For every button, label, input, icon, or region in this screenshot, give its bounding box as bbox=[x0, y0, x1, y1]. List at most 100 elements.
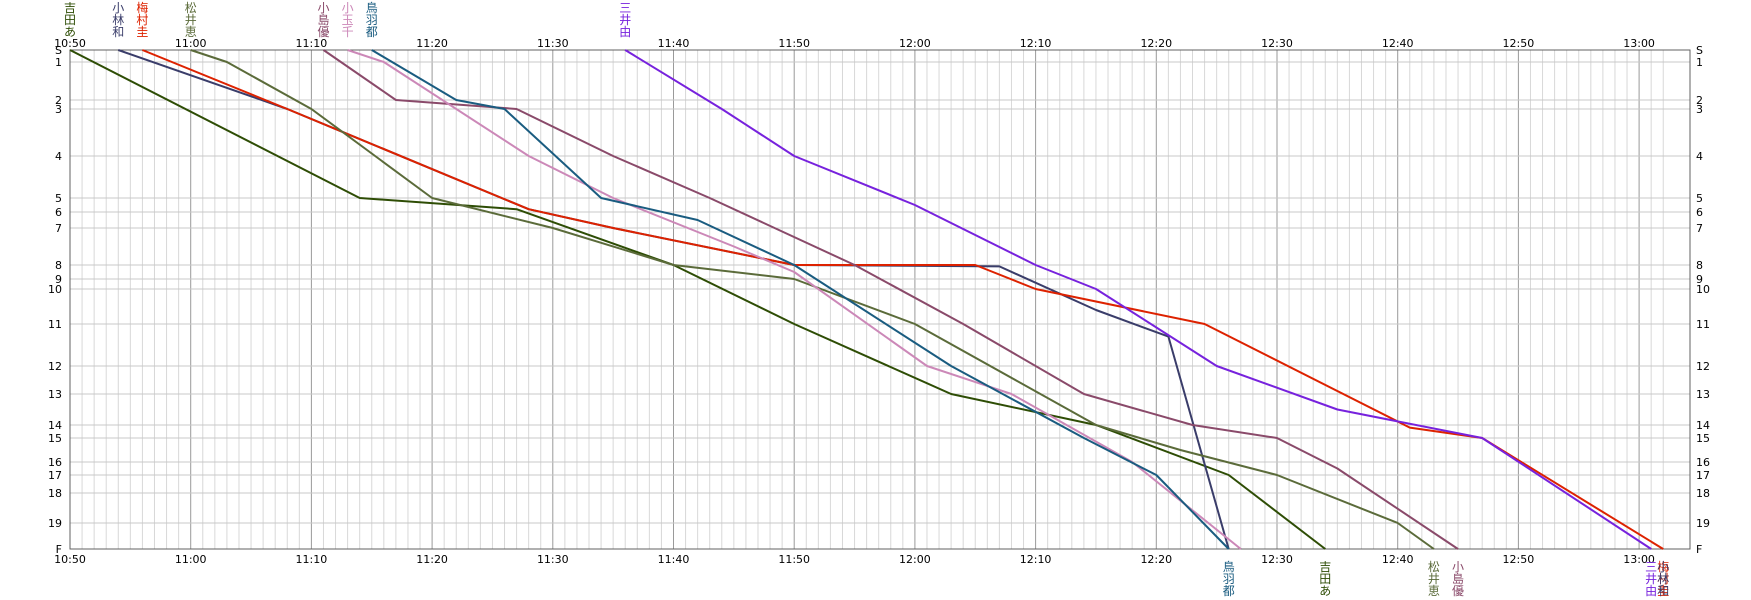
x-tick-label-top: 12:50 bbox=[1503, 37, 1535, 50]
plot-border bbox=[69, 49, 1691, 550]
y-tick-label-right: 16 bbox=[1696, 456, 1710, 469]
y-tick-label-left: 8 bbox=[55, 259, 62, 272]
runner-label-char: 吉 bbox=[1319, 560, 1331, 574]
runner-label-char: 都 bbox=[1223, 584, 1235, 598]
runner-label-char: 田 bbox=[64, 13, 76, 27]
plot-frame bbox=[69, 49, 1691, 550]
x-tick-label-bottom: 12:40 bbox=[1382, 553, 1414, 566]
runner-label-char: あ bbox=[1319, 584, 1331, 598]
series-line bbox=[371, 49, 1230, 550]
y-tick-label-right: 11 bbox=[1696, 318, 1710, 331]
runner-label-char: 島 bbox=[1452, 571, 1464, 586]
runner-label-char: 鳥 bbox=[1223, 559, 1235, 574]
finish-label: 鳥羽都 bbox=[1223, 559, 1235, 598]
finish-label: 梅村圭 bbox=[1657, 559, 1669, 598]
x-tick-label-top: 11:20 bbox=[416, 37, 448, 50]
runner-label-char: 小 bbox=[317, 1, 329, 15]
finish-label: 小島優 bbox=[1452, 560, 1464, 598]
y-tick-label-left: 14 bbox=[48, 419, 62, 432]
x-tick-label-bottom: 11:30 bbox=[537, 553, 569, 566]
x-tick-label-top: 11:50 bbox=[778, 37, 810, 50]
start-label: 鳥羽都 bbox=[366, 0, 378, 39]
x-tick-label-bottom: 13:00 bbox=[1623, 553, 1655, 566]
x-tick-label-bottom: 11:40 bbox=[658, 553, 690, 566]
y-tick-label-right: 18 bbox=[1696, 487, 1710, 500]
y-tick-label-right: 15 bbox=[1696, 432, 1710, 445]
runner-label-char: 林 bbox=[112, 13, 124, 27]
y-tick-label-left: 11 bbox=[48, 318, 62, 331]
y-tick-label-left: 5 bbox=[55, 192, 62, 205]
y-tick-label-right: 8 bbox=[1696, 259, 1703, 272]
series-line bbox=[142, 49, 1664, 550]
runner-label-char: 小 bbox=[1657, 560, 1669, 574]
x-tick-label-top: 12:30 bbox=[1261, 37, 1293, 50]
runner-label-char: 玉 bbox=[342, 13, 354, 27]
finish-label: 吉田あ bbox=[1319, 560, 1331, 598]
runner-label-char: 恵 bbox=[1428, 584, 1440, 598]
y-tick-label-left: 12 bbox=[48, 360, 62, 373]
start-label: 吉田あ bbox=[64, 1, 76, 39]
x-axis-ticks: 10:50 10:50 11:00 11:00 11:10 11:10 11:20 11:20… bbox=[54, 37, 1655, 566]
series-line bbox=[347, 49, 1242, 550]
start-label: 小島優 bbox=[317, 1, 329, 39]
y-tick-label-left: 18 bbox=[48, 487, 62, 500]
runner-label-char: 村 bbox=[1657, 572, 1669, 586]
runner-label-char: 和 bbox=[112, 25, 124, 39]
x-tick-label-top: 11:40 bbox=[658, 37, 690, 50]
finish-label: 三井由 bbox=[1645, 560, 1657, 598]
x-tick-label-bottom: 11:20 bbox=[416, 553, 448, 566]
runner-label-char: 田 bbox=[1319, 572, 1331, 586]
runner-label-char: 羽 bbox=[366, 13, 378, 27]
y-tick-label-right: F bbox=[1696, 543, 1702, 556]
x-tick-label-top: 12:20 bbox=[1140, 37, 1172, 50]
finish-label: 松井恵 bbox=[1428, 560, 1440, 598]
runner-label-char: 圭 bbox=[136, 25, 148, 39]
y-tick-label-right: 14 bbox=[1696, 419, 1710, 432]
y-tick-label-right: 2 bbox=[1696, 94, 1703, 107]
y-tick-label-left: 19 bbox=[48, 517, 62, 530]
y-tick-label-right: 9 bbox=[1696, 273, 1703, 286]
runner-label-char: 吉 bbox=[64, 1, 76, 15]
y-tick-label-right: 10 bbox=[1696, 283, 1710, 296]
runner-label-char: 優 bbox=[317, 25, 329, 39]
x-tick-label-top: 12:00 bbox=[899, 37, 931, 50]
x-tick-label-top: 11:10 bbox=[296, 37, 328, 50]
y-tick-label-right: 5 bbox=[1696, 192, 1703, 205]
x-tick-label-top: 11:30 bbox=[537, 37, 569, 50]
runner-label-char: 松 bbox=[1428, 560, 1440, 574]
y-tick-label-right: 19 bbox=[1696, 517, 1710, 530]
start-label: 小玉千 bbox=[342, 1, 354, 39]
y-tick-label-left: 10 bbox=[48, 283, 62, 296]
runner-lines bbox=[69, 49, 1664, 550]
start-label: 松井恵 bbox=[185, 1, 197, 39]
y-tick-label-right: 7 bbox=[1696, 222, 1703, 235]
y-tick-label-left: 9 bbox=[55, 273, 62, 286]
y-tick-label-right: 3 bbox=[1696, 103, 1703, 116]
finish-label: 小林和 bbox=[1657, 560, 1669, 598]
runner-label-char: 由 bbox=[1645, 584, 1657, 598]
grid bbox=[69, 49, 1690, 550]
runner-label-char: 都 bbox=[366, 25, 378, 39]
start-label: 三井由 bbox=[619, 1, 631, 39]
y-tick-label-left: 1 bbox=[55, 56, 62, 69]
x-tick-label-bottom: 12:10 bbox=[1020, 553, 1052, 566]
y-tick-label-left: F bbox=[56, 543, 62, 556]
y-tick-label-right: S bbox=[1696, 44, 1703, 57]
y-tick-label-left: S bbox=[55, 44, 62, 57]
runner-label-char: 羽 bbox=[1223, 572, 1235, 586]
y-tick-label-left: 16 bbox=[48, 456, 62, 469]
x-tick-label-bottom: 11:00 bbox=[175, 553, 207, 566]
y-tick-label-left: 3 bbox=[55, 103, 62, 116]
runner-label-char: あ bbox=[64, 25, 76, 39]
y-tick-label-left: 7 bbox=[55, 222, 62, 235]
y-tick-label-right: 12 bbox=[1696, 360, 1710, 373]
x-tick-label-bottom: 11:50 bbox=[778, 553, 810, 566]
runner-label-char: 鳥 bbox=[366, 0, 378, 15]
y-tick-label-left: 17 bbox=[48, 469, 62, 482]
runner-label-char: 恵 bbox=[185, 25, 197, 39]
x-tick-label-top: 12:40 bbox=[1382, 37, 1414, 50]
runner-label-char: 優 bbox=[1452, 584, 1464, 598]
y-tick-label-left: 15 bbox=[48, 432, 62, 445]
